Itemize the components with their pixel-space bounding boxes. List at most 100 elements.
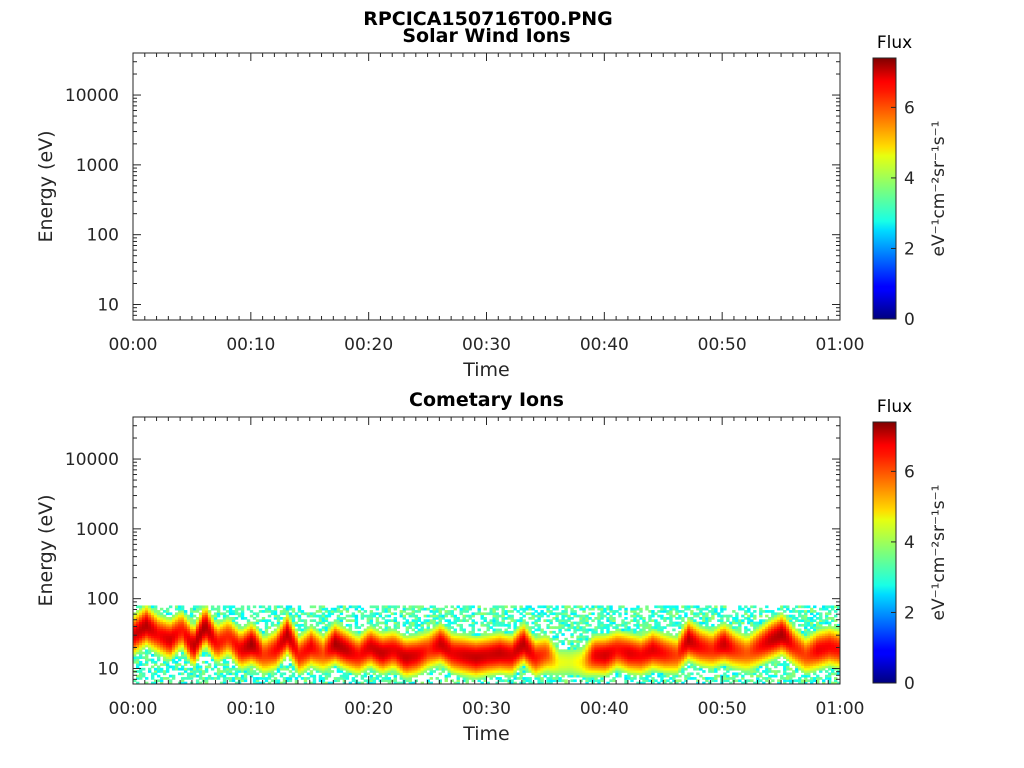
heatmap-cell [576, 635, 580, 639]
heatmap-cell [495, 649, 499, 653]
heatmap-cell [276, 649, 281, 653]
heatmap-cell [354, 640, 359, 643]
heatmap-cell [633, 674, 637, 678]
heatmap-cell [642, 677, 646, 680]
heatmap-cell [483, 670, 487, 673]
heatmap-cell [348, 649, 353, 653]
heatmap-cell [330, 637, 335, 641]
heatmap-cell [258, 677, 263, 680]
heatmap-cell [381, 637, 386, 641]
heatmap-cell [156, 644, 161, 648]
heatmap-cell [234, 674, 239, 678]
heatmap-cell [537, 626, 541, 629]
heatmap-cell [414, 640, 418, 643]
heatmap-cell [351, 677, 356, 680]
heatmap-cell [594, 667, 598, 671]
heatmap-cell [150, 621, 155, 625]
heatmap-cell [396, 630, 401, 634]
heatmap-cell [438, 619, 442, 623]
heatmap-cell [408, 614, 413, 618]
heatmap-cell [147, 649, 152, 653]
heatmap-cell [657, 635, 661, 639]
heatmap-cell [423, 665, 427, 669]
heatmap-cell [192, 653, 197, 657]
heatmap-cell [462, 640, 466, 643]
heatmap-cell [159, 635, 164, 639]
heatmap-cell [489, 637, 493, 641]
heatmap-cell [567, 667, 571, 671]
heatmap-cell [543, 642, 547, 646]
heatmap-cell [381, 672, 386, 676]
heatmap-cell [609, 637, 613, 641]
heatmap-cell [297, 610, 302, 613]
heatmap-cell [306, 614, 311, 618]
heatmap-cell [399, 674, 404, 678]
heatmap-cell [381, 628, 386, 632]
heatmap-cell [291, 663, 296, 666]
heatmap-cell [174, 640, 179, 643]
heatmap-cell [369, 633, 374, 636]
heatmap-cell [528, 663, 532, 666]
heatmap-cell [561, 623, 565, 627]
heatmap-cell [342, 640, 347, 643]
heatmap-cell [300, 672, 305, 676]
heatmap-cell [510, 681, 514, 685]
heatmap-cell [558, 640, 562, 643]
heatmap-cell [195, 623, 200, 627]
heatmap-cell [171, 674, 176, 678]
heatmap-cell [426, 623, 430, 627]
heatmap-cell [258, 640, 263, 643]
heatmap-cell [285, 633, 290, 636]
heatmap-cell [168, 649, 173, 653]
heatmap-cell [609, 614, 613, 618]
heatmap-cell [288, 670, 293, 673]
heatmap-cell [294, 663, 299, 666]
heatmap-cell [564, 667, 568, 671]
heatmap-cell [417, 670, 421, 673]
heatmap-cell [405, 621, 410, 625]
heatmap-cell [444, 637, 448, 641]
heatmap-cell [258, 665, 263, 669]
heatmap-cell [297, 649, 302, 653]
heatmap-cell [510, 649, 514, 653]
heatmap-cell [141, 630, 146, 634]
heatmap-cell [522, 653, 526, 657]
heatmap-cell [492, 674, 496, 678]
heatmap-cell [588, 677, 592, 680]
heatmap-cell [144, 635, 149, 639]
heatmap-cell [582, 637, 586, 641]
heatmap-cell [372, 637, 377, 641]
heatmap-cell [372, 651, 377, 655]
heatmap-cell [183, 677, 188, 680]
heatmap-cell [594, 617, 598, 620]
heatmap-cell [303, 623, 308, 627]
heatmap-cell [465, 672, 469, 676]
heatmap-cell [204, 647, 209, 650]
heatmap-cell [504, 651, 508, 655]
heatmap-cell [258, 660, 263, 664]
heatmap-cell [513, 658, 517, 662]
heatmap-cell [579, 619, 583, 623]
heatmap-cell [486, 642, 490, 646]
heatmap-cell [354, 633, 359, 636]
heatmap-cell [372, 665, 377, 669]
heatmap-cell [279, 651, 284, 655]
heatmap-cell [408, 679, 413, 683]
heatmap-cell [252, 665, 257, 669]
heatmap-cell [573, 647, 577, 650]
heatmap-cell [216, 607, 221, 611]
heatmap-cell [486, 670, 490, 673]
heatmap-cell [345, 677, 350, 680]
heatmap-cell [612, 621, 616, 625]
heatmap-cell [342, 649, 347, 653]
heatmap-cell [195, 670, 200, 673]
heatmap-cell [264, 667, 269, 671]
heatmap-cell [369, 681, 374, 685]
heatmap-cell [327, 644, 332, 648]
heatmap-cell [405, 665, 410, 669]
heatmap-cell [303, 670, 308, 673]
heatmap-cell [408, 677, 413, 680]
heatmap-cell [237, 665, 242, 669]
heatmap-cell [555, 642, 559, 646]
heatmap-cell [465, 677, 469, 680]
